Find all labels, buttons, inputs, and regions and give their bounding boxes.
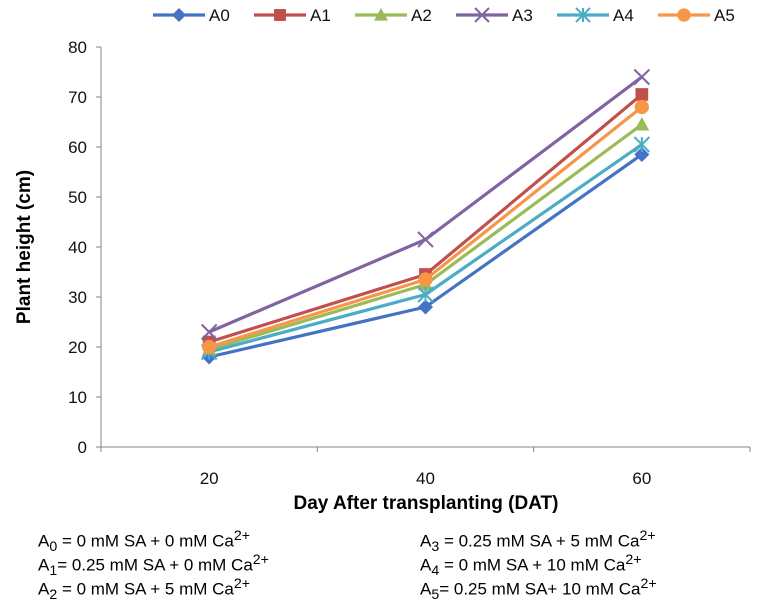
note-label: A [38,579,50,599]
note-sup: 2+ [640,576,657,592]
note-sup: 2+ [233,528,251,544]
note-sub: 2 [49,587,58,604]
series-a3 [200,68,651,341]
data-point-a1 [635,88,649,101]
note-text: = 0 mM SA + 10 mM Ca [439,555,626,575]
legend-marker [474,7,490,23]
y-tick-label: 40 [68,238,87,257]
y-tick-label: 60 [68,138,87,157]
legend-label: A2 [411,6,432,25]
y-tick-label: 10 [68,388,87,407]
series-layer [200,68,651,365]
y-tick-label: 50 [68,188,87,207]
treatment-note-a5: A5= 0.25 mM SA+ 10 mM Ca2+ [420,572,657,603]
data-point-a4 [633,136,651,153]
note-text: = 0.25 mM SA + 5 mM Ca [439,531,640,551]
note-label: A [38,555,50,575]
treatment-note-a4: A4 = 0 mM SA + 10 mM Ca2+ [420,548,657,579]
legend-item-a3: A3 [456,6,533,25]
data-point-a2 [634,117,650,131]
legend-marker [274,9,286,21]
note-sub: 3 [431,539,440,556]
legend-marker [677,8,691,22]
y-tick-label: 30 [68,288,87,307]
legend-item-a4: A4 [557,6,634,25]
data-point-a5 [418,272,433,287]
treatment-note-a1: A1= 0.25 mM SA + 0 mM Ca2+ [38,548,269,579]
legend-label: A0 [209,6,230,25]
data-point-a5 [202,339,217,355]
legend-item-a0: A0 [153,6,230,25]
x-tick-label: 40 [416,469,435,488]
y-tick-label: 20 [68,338,87,357]
data-point-a0 [418,299,433,315]
y-tick-label: 0 [78,438,87,457]
series-a4 [200,136,651,361]
x-tick-label: 60 [632,469,651,488]
note-text: = 0.25 mM SA+ 10 mM Ca [439,579,641,599]
treatment-note-a2: A2 = 0 mM SA + 5 mM Ca2+ [38,572,269,603]
x-tick-label: 20 [200,469,219,488]
legend-item-a2: A2 [355,6,432,25]
series-a5 [202,99,649,355]
y-axis-title: Plant height (cm) [14,170,35,324]
legend-label: A3 [512,6,533,25]
legend-marker [172,8,186,22]
treatment-notes-left: A0 = 0 mM SA + 0 mM Ca2+ A1= 0.25 mM SA … [38,524,269,603]
legend-item-a5: A5 [658,6,735,25]
note-sub: 1 [49,563,58,580]
legend-marker [374,8,388,21]
legend-label: A1 [310,6,331,25]
treatment-note-a3: A3 = 0.25 mM SA + 5 mM Ca2+ [420,524,657,555]
note-sub: 0 [49,539,58,556]
note-sub: 4 [431,563,440,580]
data-point-a3 [633,68,651,86]
note-label: A [38,531,50,551]
x-axis-ticks: 20 40 60 [100,447,751,488]
y-axis-ticks: 0 10 20 30 40 50 60 70 80 [68,38,101,457]
note-sub: 5 [431,587,440,604]
note-sup: 2+ [639,528,656,544]
legend-marker [575,7,591,23]
y-tick-label: 80 [68,38,87,57]
note-label: A [420,579,432,599]
x-axis-title: Day After transplanting (DAT) [294,493,559,514]
legend-item-a1: A1 [254,6,331,25]
data-point-a3 [200,323,218,341]
treatment-note-a0: A0 = 0 mM SA + 0 mM Ca2+ [38,524,269,555]
y-tick-label: 70 [68,88,87,107]
note-label: A [420,531,432,551]
line-chart: A0 A1 A2 A3 A4 A5 0 10 20 30 40 50 60 70 80 20 40 60 Pl… [14,6,751,514]
treatment-notes-right: A3 = 0.25 mM SA + 5 mM Ca2+ A4 = 0 mM SA… [420,524,657,603]
legend-label: A5 [714,6,735,25]
note-sup: 2+ [625,552,642,568]
note-label: A [420,555,432,575]
note-text: = 0 mM SA + 5 mM Ca [57,579,234,599]
legend: A0 A1 A2 A3 A4 A5 [153,6,735,25]
data-point-a4 [417,286,434,303]
data-point-a5 [634,99,649,115]
data-point-a3 [417,231,434,248]
note-text: = 0.25 mM SA + 0 mM Ca [57,555,253,575]
note-sup: 2+ [252,552,269,568]
data-point-a0 [634,147,650,162]
legend-label: A4 [613,6,634,25]
note-sup: 2+ [233,576,251,592]
note-text: = 0 mM SA + 0 mM Ca [57,531,234,551]
